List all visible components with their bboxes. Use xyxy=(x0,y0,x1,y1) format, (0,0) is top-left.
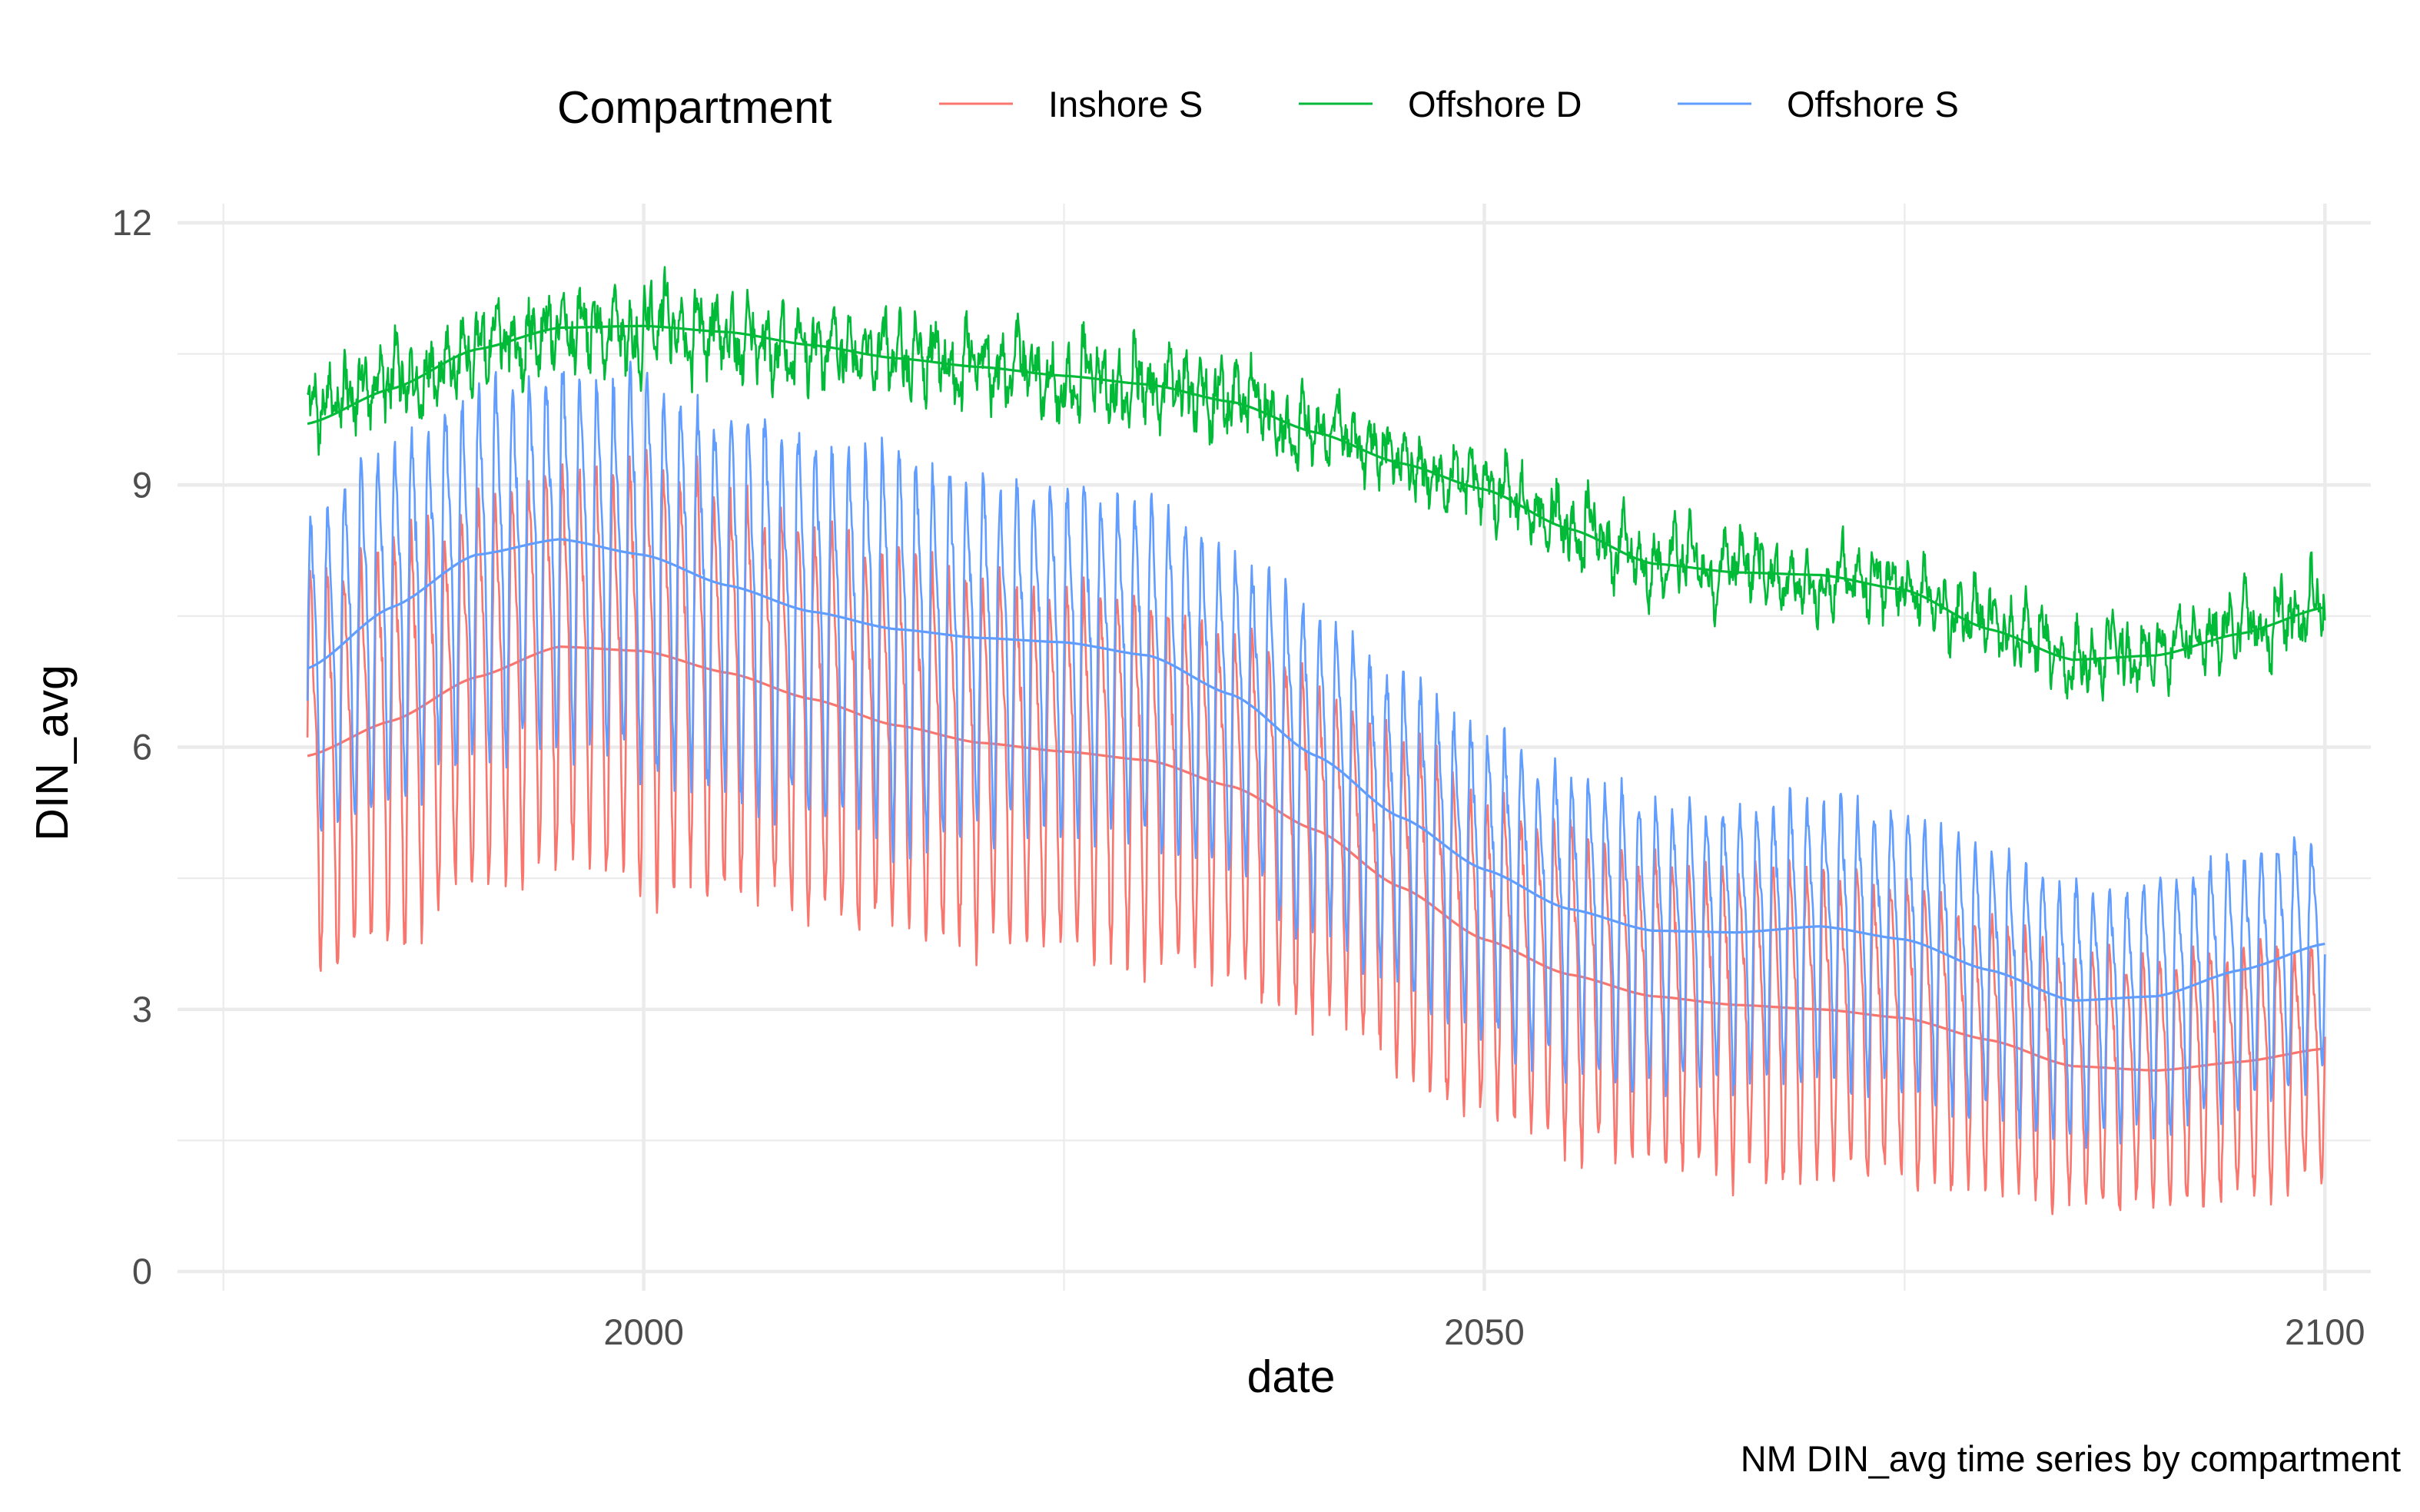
x-axis-title: date xyxy=(1247,1351,1336,1402)
legend-label: Inshore S xyxy=(1048,84,1203,124)
y-tick-label: 9 xyxy=(132,464,152,505)
legend-item: Offshore D xyxy=(1299,84,1582,124)
y-axis-title: DIN_avg xyxy=(27,665,78,841)
legend: Compartment Inshore S Offshore D Offshore … xyxy=(557,82,1959,133)
smooth-line-offshore-d xyxy=(307,324,2325,662)
x-tick-label: 2000 xyxy=(603,1311,684,1352)
legend-item: Inshore S xyxy=(939,84,1203,124)
axis-layer: 0 3 6 9 12 2000 2050 2100 xyxy=(112,202,2365,1352)
smooth-line-offshore-s xyxy=(307,538,2325,1003)
x-tick-label: 2050 xyxy=(1444,1311,1525,1352)
legend-title: Compartment xyxy=(557,82,832,133)
series-layer xyxy=(306,266,2326,1215)
series-line-offshore-s xyxy=(306,360,2326,1149)
chart-caption: NM DIN_avg time series by compartment xyxy=(1741,1438,2401,1479)
x-tick-label: 2100 xyxy=(2285,1311,2365,1352)
legend-item: Offshore S xyxy=(1678,84,1959,124)
y-tick-label: 6 xyxy=(132,727,152,768)
y-tick-label: 12 xyxy=(112,202,152,243)
y-tick-label: 3 xyxy=(132,989,152,1030)
y-tick-label: 0 xyxy=(132,1251,152,1292)
legend-label: Offshore S xyxy=(1787,84,1959,124)
legend-label: Offshore D xyxy=(1408,84,1582,124)
